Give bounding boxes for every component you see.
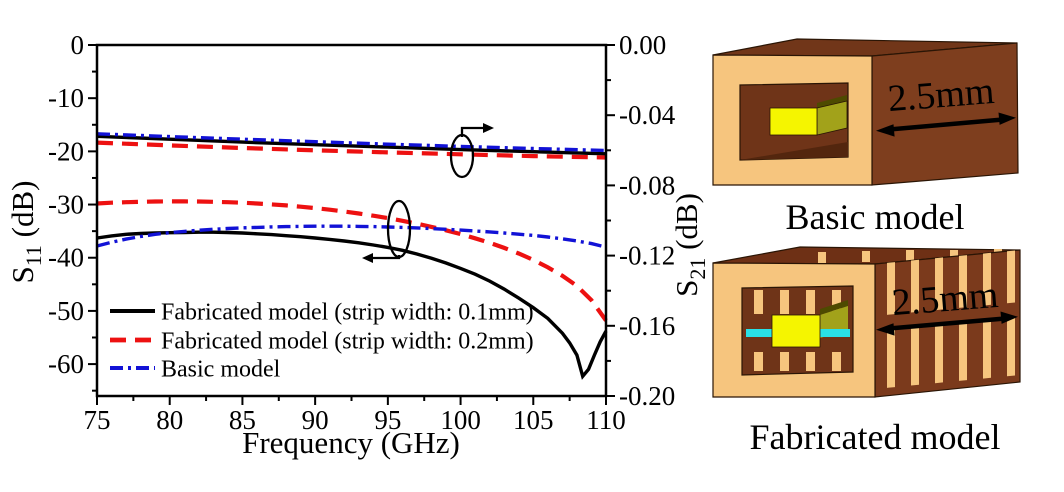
x-tick-label: 100 [440, 405, 481, 435]
curve-S21-fabricated-strip-0.2mm [96, 140, 607, 160]
side-stripe-upper [1007, 250, 1015, 304]
side-stripe-lower [1007, 317, 1015, 377]
microstrip-front [769, 107, 818, 136]
plot-frame [95, 43, 608, 398]
side-stripe-upper [887, 262, 895, 315]
s11-left-axis-indicator-arrowhead [362, 253, 373, 263]
axis-ticks: 75 80 85 90 95 100 105 110 0 -10 -20 -30 -40 -50 -60 0.… [48, 30, 676, 435]
left-tick-label: -50 [48, 296, 84, 326]
s21-right-axis-indicator-arrowhead [483, 123, 494, 133]
side-stripe-lower [983, 319, 991, 379]
microstrip-top-dark [820, 300, 848, 315]
dimension-arrow [888, 316, 1006, 331]
cavity-slat-gap-top [806, 290, 815, 314]
cavity-slat-gap-top [754, 290, 763, 314]
cavity-slat-gap-bottom [806, 352, 815, 371]
left-tick-label: -60 [48, 349, 84, 379]
dimension-label: 2.5mm [890, 274, 1000, 324]
legend-label: Fabricated model (strip width: 0.2mm) [161, 329, 534, 355]
axis-indicator-annotations [362, 123, 494, 263]
dimension-arrowhead-right [1000, 311, 1018, 324]
s-parameter-chart: Frequency (GHz) S11 (dB) S21 (dB) 75 80 85… [5, 30, 710, 460]
dimension-arrowhead-left [876, 323, 895, 336]
left-tick-label: -40 [48, 243, 84, 273]
side-stripe-lower [959, 322, 967, 381]
dimension-arrow [888, 117, 1004, 132]
side-face-stripes [887, 250, 1015, 388]
top-stripe [818, 252, 826, 263]
left-axis-title: S11 (dB) [5, 180, 46, 283]
side-stripe-lower [887, 329, 895, 388]
x-axis-title: Frequency (GHz) [242, 425, 460, 460]
side-stripe-lower [911, 326, 919, 386]
top-stripe [862, 251, 870, 262]
x-tick-label: 85 [229, 405, 256, 435]
x-tick-label: 110 [586, 405, 626, 435]
s21-right-axis-indicator-arrow [460, 126, 486, 137]
top-stripe [906, 250, 914, 261]
cavity-slat-gap-top [780, 290, 789, 314]
fabricated-model-illustration: 2.5mm Fabricated model [712, 246, 1021, 457]
dimension-label: 2.5mm [886, 70, 996, 120]
data-curves [96, 132, 608, 380]
right-tick-label: -0.04 [619, 100, 676, 130]
cavity-slat-gap-bottom [754, 352, 763, 371]
fabricated-model-caption: Fabricated model [750, 417, 1001, 457]
cavity-slat-gap-bottom [832, 352, 841, 371]
cavity-floor-shadow [740, 142, 848, 160]
dimension-arrowhead-right [998, 112, 1016, 125]
right-tick-label: -0.12 [619, 241, 675, 271]
curve-S11-fabricated-strip-0.2mm [96, 199, 608, 322]
top-stripe [950, 250, 958, 261]
cavity-slat-gap-bottom [780, 352, 789, 371]
cavity-slat-gap-top [832, 290, 841, 314]
s11-left-axis-indicator-arrow [370, 255, 401, 260]
chart-legend: Fabricated model (strip width: 0.1mm) Fab… [110, 300, 534, 383]
curve-S21-basic-model [96, 132, 607, 153]
legend-label: Basic model [161, 357, 281, 383]
curve-S11-basic-model [96, 224, 607, 249]
basic-model-illustration: 2.5mm Basic model [712, 38, 1019, 237]
curve-S21-fabricated-strip-0.1mm [96, 134, 607, 156]
curve-S11-fabricated-strip-0.1mm [96, 230, 608, 380]
dimension-arrowhead-left [876, 124, 895, 137]
right-tick-label: -0.20 [619, 381, 675, 411]
microstrip-top-dark [817, 95, 847, 108]
left-tick-label: -20 [48, 136, 84, 166]
right-axis-title: S21 (dB) [669, 193, 710, 297]
legend-label: Fabricated model (strip width: 0.1mm) [161, 300, 534, 326]
side-stripe-upper [911, 259, 919, 313]
microstrip-front [771, 314, 821, 348]
x-tick-label: 75 [84, 405, 111, 435]
basic-model-caption: Basic model [786, 197, 965, 237]
x-tick-label: 95 [374, 405, 401, 435]
right-tick-label: -0.16 [619, 311, 675, 341]
left-tick-label: -10 [48, 83, 84, 113]
right-tick-label: -0.08 [619, 170, 675, 200]
left-tick-label: 0 [71, 30, 85, 60]
side-stripe-upper [935, 257, 943, 311]
side-stripe-upper [983, 252, 991, 306]
side-stripe-lower [935, 324, 943, 384]
left-tick-label: -30 [48, 190, 84, 220]
model-illustrations: 2.5mm Basic model 2.5mm Fabricated model [712, 38, 1021, 457]
x-tick-label: 105 [513, 405, 554, 435]
side-stripe-upper [959, 255, 967, 308]
right-tick-label: 0.00 [619, 30, 666, 60]
x-tick-label: 90 [302, 405, 329, 435]
cavity-slat-gaps [754, 290, 841, 371]
x-tick-label: 80 [156, 405, 183, 435]
